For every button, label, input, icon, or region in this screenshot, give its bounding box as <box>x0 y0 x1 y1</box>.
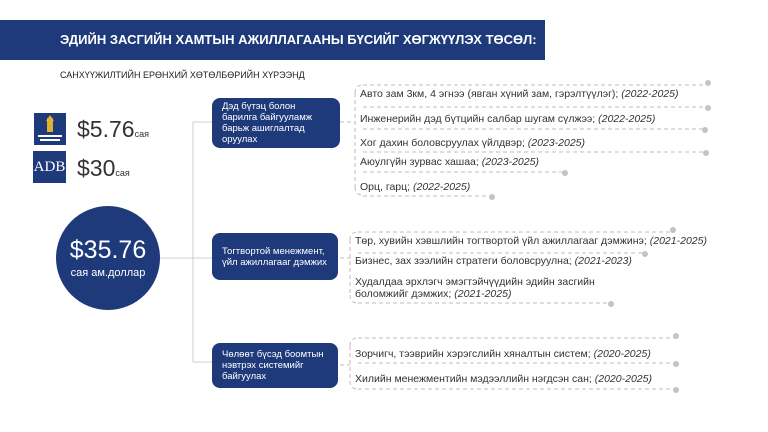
total-amount-circle: $35.76 сая ам.доллар <box>56 206 160 310</box>
list-item: Аюулгүйн зурвас хашаа; (2023-2025) <box>360 156 539 168</box>
item-text: Инженерийн дэд бүтцийн салбар шугам сүлж… <box>360 113 596 125</box>
item-years: (2020-2025) <box>594 373 652 385</box>
connector-dot <box>703 150 709 156</box>
list-item: Зорчигч, тээврийн хэрэгслийн хяналтын си… <box>355 348 651 360</box>
list-item: Инженерийн дэд бүтцийн салбар шугам сүлж… <box>360 113 655 125</box>
dashed-connector <box>349 337 676 390</box>
connector-dot <box>562 170 568 176</box>
connector-dot <box>673 361 679 367</box>
group-box-infrastructure: Дэд бүтэц болон барилга байгууламж барьж… <box>212 98 340 148</box>
item-years: (2021-2025) <box>649 235 707 247</box>
connector-dot <box>702 127 708 133</box>
adb-amount: $30сая <box>77 155 130 181</box>
page-title: ЭДИЙН ЗАСГИЙН ХАМТЫН АЖИЛЛАГААНЫ БҮСИЙГ … <box>60 32 537 47</box>
item-years: (2022-2025) <box>413 181 471 193</box>
item-text: Төр, хувийн хэвшлийн тогтвортой үйл ажил… <box>355 235 647 247</box>
item-years: (2023-2025) <box>527 137 586 149</box>
item-years: (2023-2025) <box>481 156 539 168</box>
item-years: (2021-2025) <box>454 288 512 300</box>
list-item: Орц, гарц; (2022-2025) <box>360 181 470 193</box>
connector-dot <box>673 387 679 393</box>
list-item: Төр, хувийн хэвшлийн тогтвортой үйл ажил… <box>355 235 707 247</box>
item-text: Худалдаа эрхлэгч эмэгтэйчүүдийн эдийн за… <box>355 276 595 300</box>
item-text: Авто зам 3км, 4 эгнээ (явган хүний зам, … <box>360 88 619 100</box>
list-item: Хилийн менежментийн мэдээллийн нэгдсэн с… <box>355 373 652 385</box>
item-years: (2022-2025) <box>621 88 679 100</box>
list-item: Авто зам 3км, 4 эгнээ (явган хүний зам, … <box>360 88 678 100</box>
list-item: Худалдаа эрхлэгч эмэгтэйчүүдийн эдийн за… <box>355 276 645 300</box>
item-years: (2020-2025) <box>593 348 651 360</box>
adb-logo: ADB <box>33 151 66 183</box>
list-item: Хог дахин боловсруулах үйлдвэр; (2023-20… <box>360 137 585 149</box>
total-unit: сая ам.доллар <box>70 267 146 279</box>
page-subtitle: САНХҮҮЖИЛТИЙН ЕРӨНХИЙ ХӨТӨЛБӨРИЙН ХҮРЭЭН… <box>60 70 305 80</box>
government-amount: $5.76сая <box>77 116 149 142</box>
connector-dot <box>642 251 648 257</box>
connector-dot <box>705 80 711 86</box>
connector-dot <box>608 301 614 307</box>
total-amount: $35.76 <box>69 236 147 264</box>
item-text: Хог дахин боловсруулах үйлдвэр; <box>360 137 525 149</box>
group-box-border-system: Чөлөөт бүсэд боомтын нэвтрэх системийг б… <box>212 343 338 388</box>
group-box-management: Тогтвортой менежмент, үйл ажиллагааг дэм… <box>212 233 338 280</box>
item-text: Бизнес, зах зээлийн стратеги боловсруулн… <box>355 255 572 267</box>
item-years: (2022-2025) <box>598 113 656 125</box>
mongolia-government-logo <box>34 113 66 145</box>
list-item: Бизнес, зах зээлийн стратеги боловсруулн… <box>355 255 632 267</box>
item-text: Хилийн менежментийн мэдээллийн нэгдсэн с… <box>355 373 592 385</box>
title-banner <box>0 20 545 60</box>
item-text: Зорчигч, тээврийн хэрэгслийн хяналтын си… <box>355 348 591 360</box>
connector-dot <box>670 227 676 233</box>
item-text: Аюулгүйн зурвас хашаа; <box>360 156 479 168</box>
item-text: Орц, гарц; <box>360 181 411 193</box>
item-years: (2021-2023) <box>574 255 632 267</box>
connector-dot <box>673 333 679 339</box>
dashed-connector <box>349 231 673 304</box>
connector-dot <box>705 105 711 111</box>
connector-dot <box>489 194 495 200</box>
